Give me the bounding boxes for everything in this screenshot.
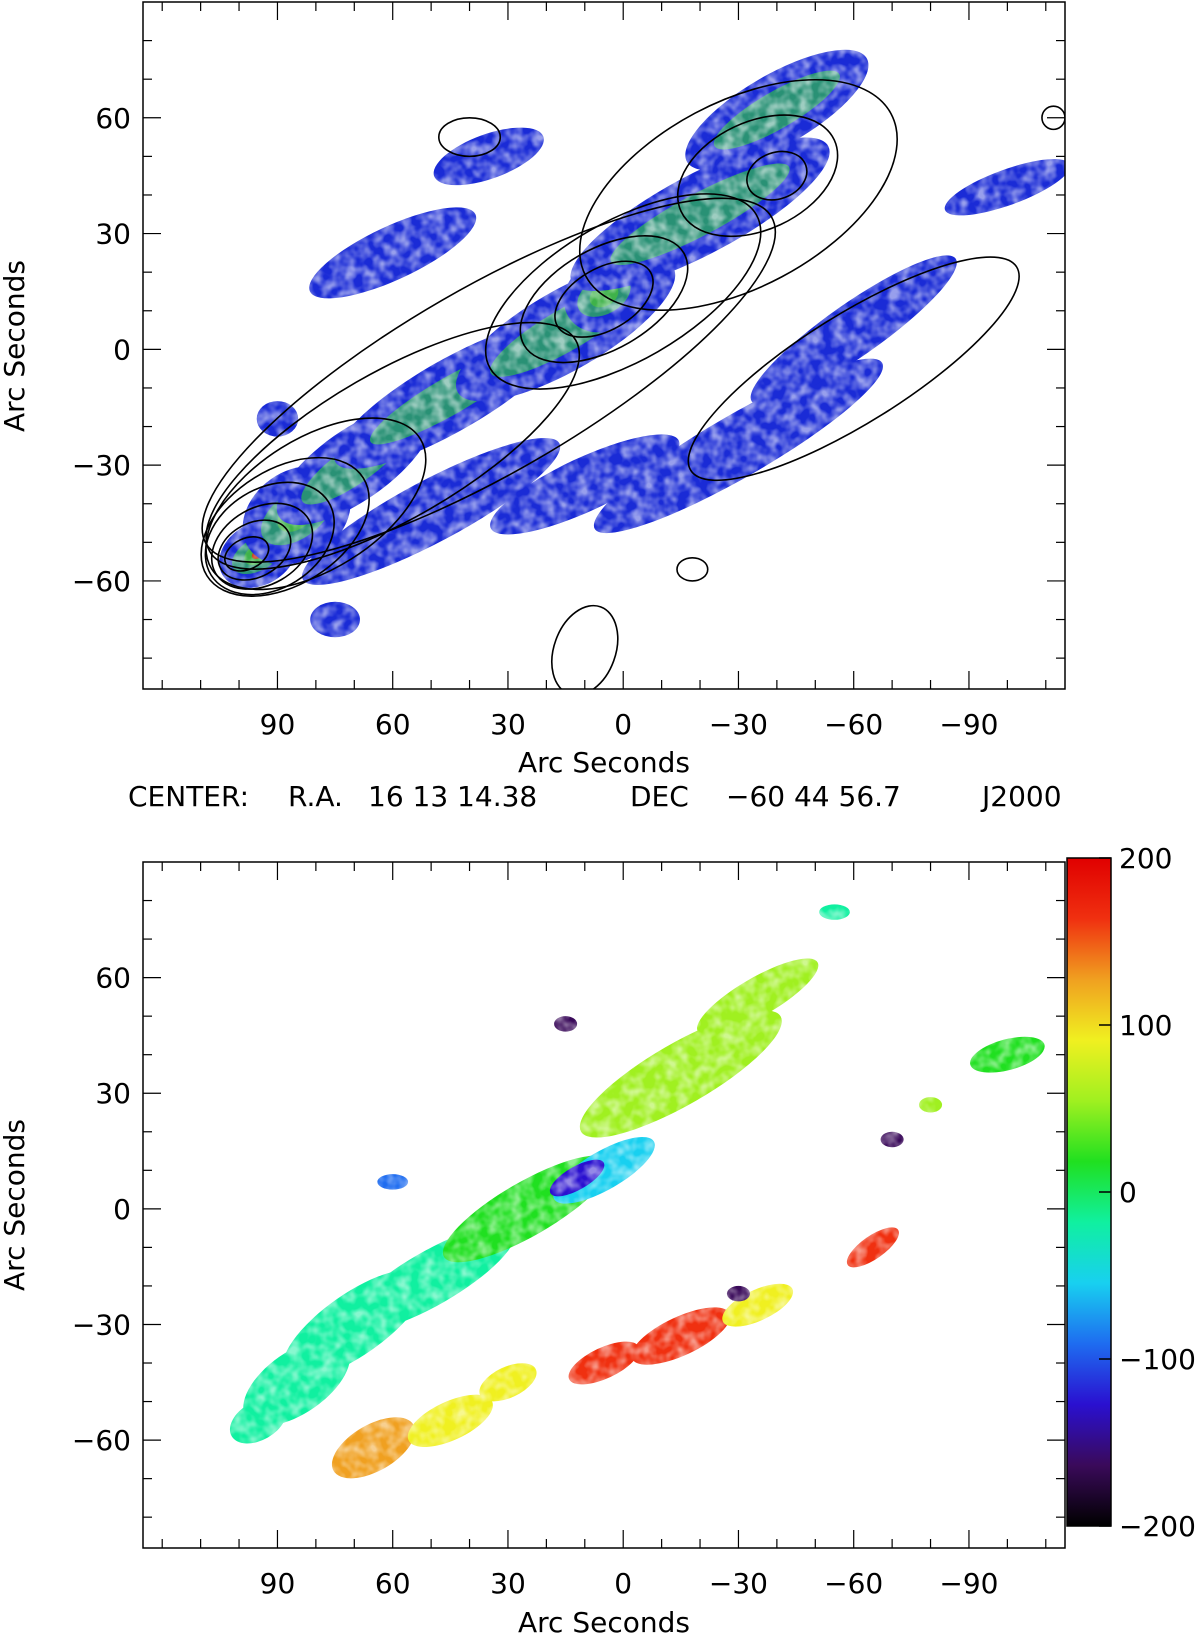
top-x-tick-label: 90 <box>260 708 296 741</box>
colorbar-tick-label: 100 <box>1119 1009 1172 1042</box>
bottom-x-tick-label: −90 <box>939 1567 998 1600</box>
bottom-axes-ticks: 90 60 30 0 −30 −60 −90 60 30 0 −30 −60 <box>72 862 1065 1600</box>
contour-line <box>551 604 619 689</box>
bottom-plot-frame <box>142 861 1066 1549</box>
contour-line <box>676 114 839 238</box>
contour-line <box>205 321 581 570</box>
contour-line <box>438 116 502 158</box>
contour-line <box>578 78 898 311</box>
bottom-y-tick-label: −30 <box>72 1308 131 1341</box>
bottom-y-tick-label: −60 <box>72 1424 131 1457</box>
bottom-x-tick-label: −60 <box>824 1567 883 1600</box>
contour-line <box>201 197 777 563</box>
contour-lines <box>200 78 1065 689</box>
bottom-y-axis-label: Arc Seconds <box>0 1119 31 1291</box>
colorbar: 200 100 0 −100 −200 <box>1066 842 1196 1543</box>
top-y-tick-label: 30 <box>95 218 131 251</box>
top-y-tick-label: −30 <box>72 449 131 482</box>
contour-line <box>217 519 292 581</box>
top-y-tick-label: −60 <box>72 565 131 598</box>
top-axes-ticks: 90 60 30 0 −30 −60 −90 60 30 0 −30 −60 <box>72 2 1065 741</box>
bottom-y-tick-label: 30 <box>95 1077 131 1110</box>
velocity-map <box>143 862 1065 1548</box>
top-x-tick-label: 60 <box>375 708 411 741</box>
center-label: CENTER: <box>128 780 250 813</box>
top-x-tick-label: 0 <box>614 708 632 741</box>
bottom-x-tick-label: −30 <box>709 1567 768 1600</box>
bottom-x-axis-label: Arc Seconds <box>518 1606 690 1637</box>
dec-value: −60 44 56.7 <box>726 780 901 813</box>
bottom-x-tick-label: 0 <box>614 1567 632 1600</box>
colorbar-tick-label: −100 <box>1119 1343 1196 1376</box>
colorbar-tick-label: 0 <box>1119 1176 1137 1209</box>
top-plot-frame <box>142 1 1066 690</box>
top-x-tick-label: −90 <box>939 708 998 741</box>
colorbar-tick-label: 200 <box>1119 842 1172 875</box>
velocity-texture <box>143 862 1065 1548</box>
top-y-tick-label: 60 <box>95 102 131 135</box>
contour-line <box>746 150 808 201</box>
contour-line <box>676 556 709 582</box>
contour-line <box>554 260 654 338</box>
center-coordinates: CENTER: R.A. 16 13 14.38 DEC −60 44 56.7… <box>0 780 1200 820</box>
contour-line <box>687 256 1020 482</box>
top-y-axis-label: Arc Seconds <box>0 260 31 432</box>
contour-line <box>200 456 370 597</box>
emission-map <box>143 2 1065 689</box>
top-y-tick-label: 0 <box>113 333 131 366</box>
contour-line <box>519 235 689 364</box>
top-x-tick-label: −30 <box>709 708 768 741</box>
ra-label: R.A. <box>288 780 343 813</box>
top-x-tick-label: −60 <box>824 708 883 741</box>
emission-texture <box>143 2 1065 689</box>
bottom-x-tick-label: 30 <box>490 1567 526 1600</box>
contour-line <box>204 481 335 596</box>
dec-label: DEC <box>630 780 689 813</box>
top-x-axis-label: Arc Seconds <box>518 746 690 779</box>
bottom-y-tick-label: 60 <box>95 962 131 995</box>
epoch: J2000 <box>982 780 1062 813</box>
bottom-x-tick-label: 60 <box>375 1567 411 1600</box>
bottom-y-tick-label: 0 <box>113 1193 131 1226</box>
contour-line <box>205 417 427 591</box>
colorbar-ticks: 200 100 0 −100 −200 <box>1099 842 1196 1543</box>
contour-line <box>484 193 762 390</box>
colorbar-tick-label: −200 <box>1119 1510 1196 1543</box>
bottom-x-tick-label: 90 <box>260 1567 296 1600</box>
ra-value: 16 13 14.38 <box>368 780 538 813</box>
top-x-tick-label: 30 <box>490 708 526 741</box>
